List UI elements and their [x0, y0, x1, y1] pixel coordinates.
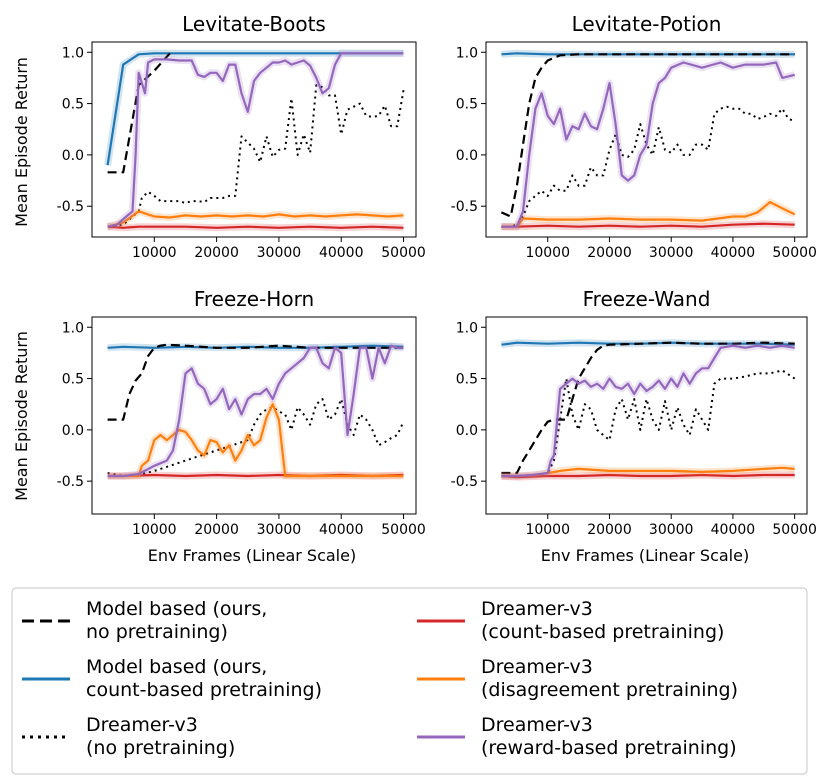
series-model_no_pre — [500, 53, 795, 218]
y-tick-label: 0.5 — [456, 372, 478, 388]
panel-2: Freeze-Horn 10000 20000 30000 40000 50000 -0.5… — [57, 287, 426, 538]
series-dreamer_disagree — [107, 210, 404, 228]
legend-sublabel-dreamer_no_pre: (no pretraining) — [86, 737, 235, 759]
xlabel-left: Env Frames (Linear Scale) — [148, 546, 356, 565]
plot-frame — [91, 316, 417, 515]
panels: Levitate-Boots 10000 20000 30000 40000 50000 -… — [57, 12, 817, 538]
series-dreamer_disagree — [501, 201, 796, 228]
series-model_no_pre — [501, 341, 795, 475]
legend-sublabel-dreamer_count: (count-based pretraining) — [481, 621, 724, 643]
y-tick-label: -0.5 — [57, 199, 84, 215]
x-tick-label: 40000 — [711, 245, 756, 261]
plot-frame — [485, 316, 808, 515]
y-tick-label: 1.0 — [456, 45, 478, 61]
x-tick-label: 10000 — [525, 522, 570, 538]
xlabel-right: Env Frames (Linear Scale) — [541, 546, 749, 565]
y-tick-label: 1.0 — [62, 45, 84, 61]
y-tick-label: 0.5 — [62, 97, 84, 113]
series-dreamer_reward — [501, 344, 795, 478]
x-tick-label: 20000 — [587, 245, 632, 261]
x-tick-label: 10000 — [132, 245, 177, 261]
panel-0: Levitate-Boots 10000 20000 30000 40000 50000 -… — [57, 12, 426, 261]
series-dreamer_no_pre — [501, 369, 796, 477]
series-dreamer_count — [107, 225, 404, 229]
series-model_count — [106, 52, 404, 166]
legend-sublabel-dreamer_reward: (reward-based pretraining) — [481, 737, 737, 759]
series-dreamer_reward — [501, 61, 795, 228]
legend-label-model_count: Model based (ours, — [86, 656, 267, 678]
series-dreamer_count — [501, 473, 795, 479]
x-tick-label: 10000 — [525, 245, 570, 261]
x-tick-label: 50000 — [381, 245, 426, 261]
legend-label-dreamer_no_pre: Dreamer-v3 — [86, 714, 198, 736]
x-tick-label: 40000 — [319, 245, 364, 261]
x-tick-label: 50000 — [772, 245, 817, 261]
panel-title: Freeze-Wand — [583, 287, 711, 311]
legend-sublabel-model_count: count-based pretraining) — [86, 679, 322, 701]
series-band-dreamer_reward — [501, 342, 796, 480]
x-tick-label: 10000 — [132, 522, 177, 538]
y-tick-label: 0.0 — [62, 148, 84, 164]
y-tick-label: -0.5 — [451, 474, 478, 490]
legend-label-model_no_pre: Model based (ours, — [86, 598, 267, 620]
series-band-dreamer_reward — [501, 59, 796, 231]
y-tick-label: 0.5 — [456, 97, 478, 113]
legend: Model based (ours,no pretraining)Dreamer… — [11, 587, 808, 775]
x-tick-label: 40000 — [711, 522, 756, 538]
series-dreamer_reward — [107, 52, 404, 228]
y-tick-label: 1.0 — [62, 320, 84, 336]
x-tick-label: 20000 — [587, 522, 632, 538]
y-tick-label: -0.5 — [451, 199, 478, 215]
series-dreamer_no_pre — [107, 398, 405, 477]
x-tick-label: 50000 — [381, 522, 426, 538]
series-dreamer_count — [501, 222, 795, 228]
series-dreamer_disagree — [107, 403, 404, 478]
x-tick-label: 20000 — [194, 245, 239, 261]
ylabel-bottom: Mean Episode Return — [12, 331, 31, 501]
x-tick-label: 20000 — [194, 522, 239, 538]
x-tick-label: 30000 — [257, 245, 302, 261]
y-tick-label: 0.0 — [456, 423, 478, 439]
legend-sublabel-dreamer_disagree: (disagreement pretraining) — [481, 679, 738, 701]
panel-1: Levitate-Potion 10000 20000 30000 40000 50000… — [451, 12, 817, 261]
legend-label-dreamer_count: Dreamer-v3 — [481, 598, 593, 620]
panel-title: Levitate-Potion — [572, 12, 722, 36]
legend-label-dreamer_reward: Dreamer-v3 — [481, 714, 593, 736]
y-tick-label: -0.5 — [57, 474, 84, 490]
x-tick-label: 40000 — [319, 522, 364, 538]
x-tick-label: 50000 — [772, 522, 817, 538]
ylabel-top: Mean Episode Return — [12, 57, 31, 227]
plot-frame — [91, 41, 417, 238]
y-tick-label: 1.0 — [456, 320, 478, 336]
legend-label-dreamer_disagree: Dreamer-v3 — [481, 656, 593, 678]
legend-frame — [11, 587, 808, 775]
panel-title: Freeze-Horn — [194, 287, 314, 311]
panel-3: Freeze-Wand 10000 20000 30000 40000 50000 -0.5… — [451, 287, 817, 538]
y-tick-label: 0.0 — [62, 423, 84, 439]
legend-sublabel-model_no_pre: no pretraining) — [86, 621, 228, 643]
y-tick-label: 0.5 — [62, 372, 84, 388]
plot-frame — [485, 41, 808, 238]
x-tick-label: 30000 — [257, 522, 302, 538]
panel-title: Levitate-Boots — [182, 12, 326, 36]
x-tick-label: 30000 — [649, 522, 694, 538]
x-tick-label: 30000 — [649, 245, 694, 261]
series-dreamer_reward — [107, 344, 404, 478]
y-tick-label: 0.0 — [456, 148, 478, 164]
